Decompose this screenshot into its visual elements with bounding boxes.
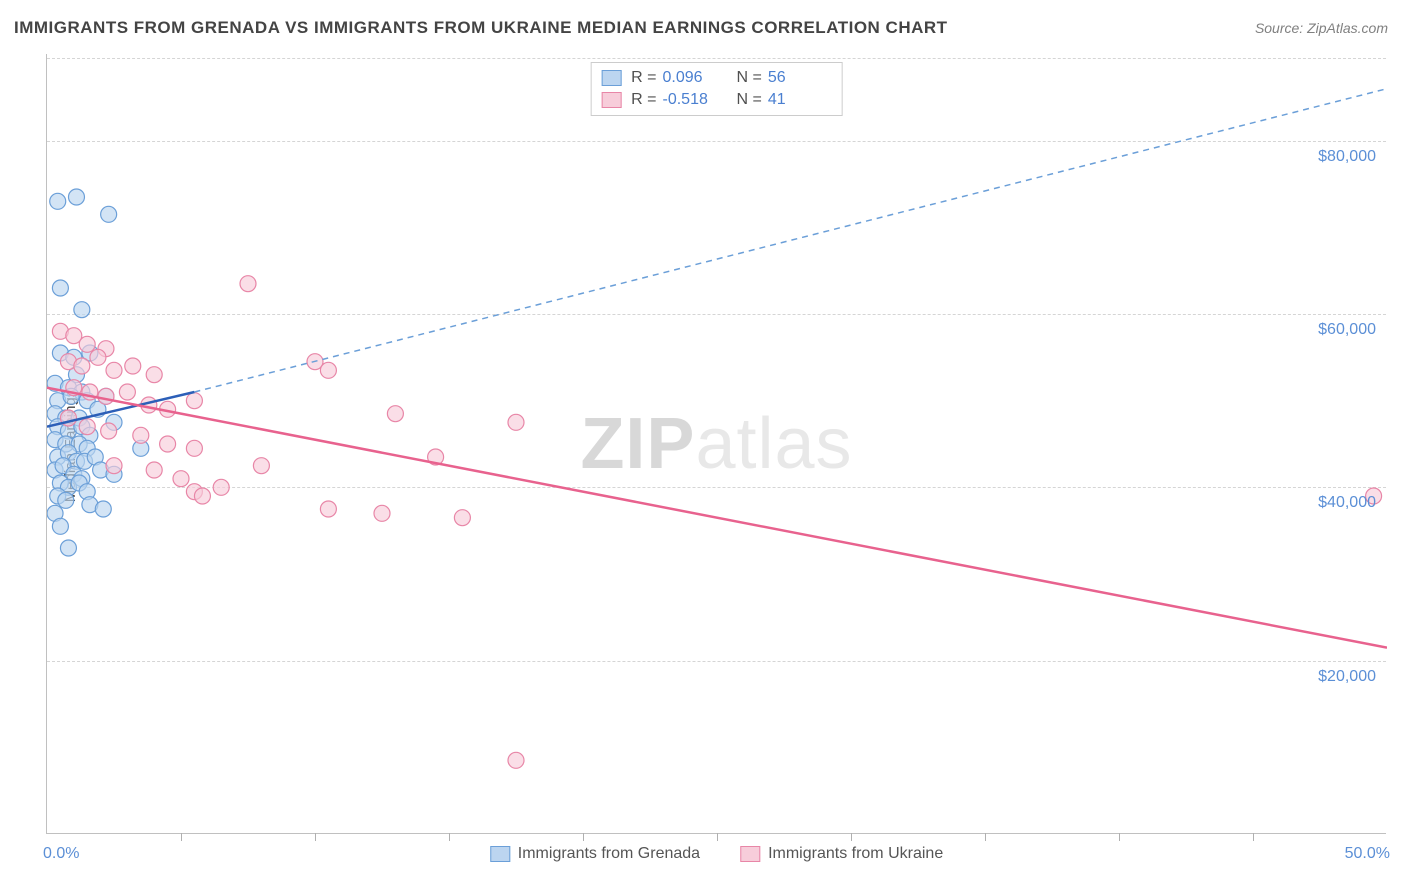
legend-item-ukraine: Immigrants from Ukraine [740, 845, 943, 863]
x-tick [583, 833, 584, 841]
legend-item-grenada: Immigrants from Grenada [490, 845, 700, 863]
legend-label-grenada: Immigrants from Grenada [518, 845, 700, 863]
y-tick-label: $40,000 [1318, 494, 1376, 512]
legend-row-grenada: R = 0.096 N = 56 [601, 67, 832, 89]
r-value-grenada: 0.096 [663, 69, 727, 87]
x-label-min: 0.0% [43, 845, 79, 863]
plot-area: ZIPatlas R = 0.096 N = 56 R = -0.518 N =… [46, 54, 1386, 834]
x-tick [985, 833, 986, 841]
x-tick [315, 833, 316, 841]
swatch-ukraine-icon [740, 846, 760, 862]
n-label: N = [737, 69, 762, 87]
n-value-ukraine: 41 [768, 91, 832, 109]
chart-container: IMMIGRANTS FROM GRENADA VS IMMIGRANTS FR… [0, 0, 1406, 892]
source-label: Source: ZipAtlas.com [1255, 20, 1388, 36]
n-label: N = [737, 91, 762, 109]
legend-label-ukraine: Immigrants from Ukraine [768, 845, 943, 863]
series-legend: Immigrants from Grenada Immigrants from … [490, 845, 943, 863]
x-tick [1119, 833, 1120, 841]
swatch-grenada [601, 70, 621, 86]
x-tick [851, 833, 852, 841]
x-label-max: 50.0% [1345, 845, 1390, 863]
r-value-ukraine: -0.518 [663, 91, 727, 109]
plot-svg [47, 54, 1387, 834]
swatch-ukraine [601, 92, 621, 108]
correlation-legend: R = 0.096 N = 56 R = -0.518 N = 41 [590, 62, 843, 116]
swatch-grenada-icon [490, 846, 510, 862]
x-tick [181, 833, 182, 841]
x-tick [717, 833, 718, 841]
r-label: R = [631, 69, 656, 87]
n-value-grenada: 56 [768, 69, 832, 87]
r-label: R = [631, 91, 656, 109]
y-tick-label: $20,000 [1318, 668, 1376, 686]
y-tick-label: $80,000 [1318, 148, 1376, 166]
x-tick [1253, 833, 1254, 841]
x-tick [449, 833, 450, 841]
y-tick-label: $60,000 [1318, 321, 1376, 339]
chart-title: IMMIGRANTS FROM GRENADA VS IMMIGRANTS FR… [14, 18, 948, 38]
legend-row-ukraine: R = -0.518 N = 41 [601, 89, 832, 111]
